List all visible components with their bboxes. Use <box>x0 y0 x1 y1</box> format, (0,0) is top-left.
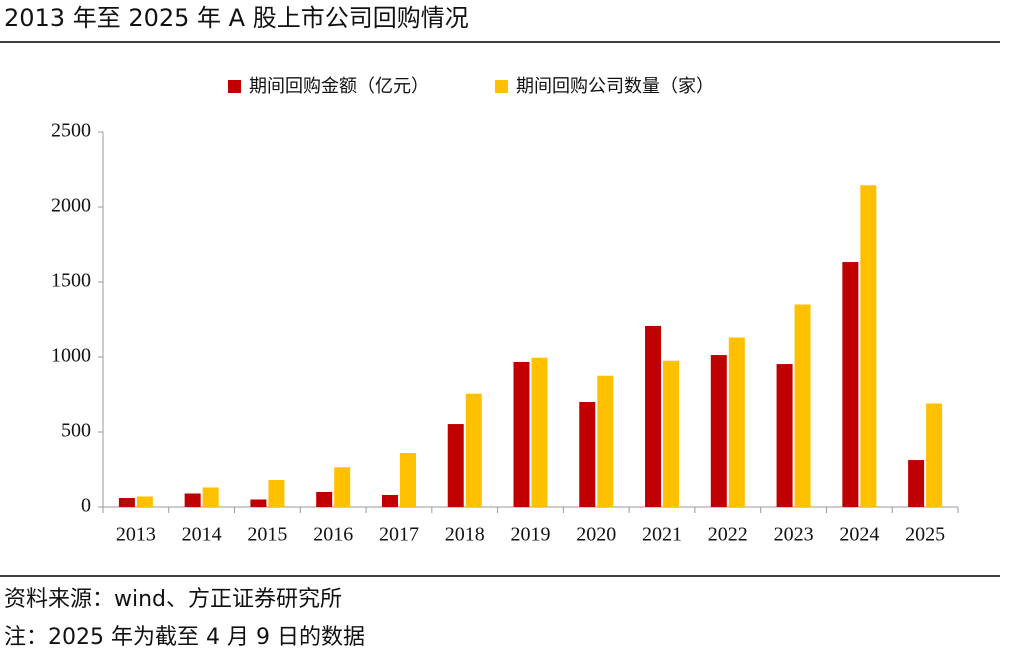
legend-label: 期间回购公司数量（家） <box>516 76 714 97</box>
bar <box>728 337 745 507</box>
bar <box>926 403 943 507</box>
x-tick-label: 2016 <box>313 524 353 546</box>
x-tick-label: 2022 <box>708 524 748 546</box>
bar <box>118 498 135 507</box>
legend-swatch <box>228 80 241 93</box>
bar <box>399 453 416 507</box>
bar <box>250 499 267 507</box>
bar <box>663 360 680 507</box>
y-tick-label: 2000 <box>51 195 91 217</box>
bar <box>202 487 219 507</box>
bar <box>465 393 482 507</box>
bar <box>579 402 596 507</box>
bar <box>268 480 285 507</box>
legend-label: 期间回购金额（亿元） <box>249 76 429 97</box>
x-tick-label: 2021 <box>642 524 682 546</box>
x-tick-label: 2020 <box>576 524 616 546</box>
y-tick-label: 2500 <box>51 120 91 142</box>
bar <box>794 304 811 507</box>
bar <box>513 361 530 507</box>
bar <box>645 325 662 507</box>
y-tick-label: 0 <box>81 495 91 517</box>
chart-title: 2013 年至 2025 年 A 股上市公司回购情况 <box>4 4 469 32</box>
bar <box>136 496 153 507</box>
x-tick-label: 2023 <box>774 524 814 546</box>
x-tick-label: 2025 <box>905 524 945 546</box>
y-tick-label: 500 <box>61 420 91 442</box>
bar <box>710 355 727 507</box>
x-tick-label: 2017 <box>379 524 419 546</box>
y-tick-label: 1000 <box>51 345 91 367</box>
footnote: 注：2025 年为截至 4 月 9 日的数据 <box>4 625 365 650</box>
bar <box>842 262 859 507</box>
bar <box>184 493 201 507</box>
legend-swatch <box>495 80 508 93</box>
bar <box>531 357 548 507</box>
x-tick-label: 2018 <box>445 524 485 546</box>
x-tick-label: 2014 <box>182 524 222 546</box>
bar <box>908 460 925 507</box>
x-tick-label: 2019 <box>511 524 551 546</box>
bar <box>334 467 351 507</box>
x-tick-label: 2024 <box>839 524 879 546</box>
bar <box>860 185 877 507</box>
bar <box>597 375 614 507</box>
y-tick-label: 1500 <box>51 270 91 292</box>
x-tick-label: 2015 <box>247 524 287 546</box>
bar <box>381 495 398 507</box>
bar <box>316 492 333 507</box>
bar <box>776 364 793 507</box>
source-note: 资料来源：wind、方正证券研究所 <box>4 587 342 612</box>
bar <box>447 424 464 507</box>
x-tick-label: 2013 <box>116 524 156 546</box>
